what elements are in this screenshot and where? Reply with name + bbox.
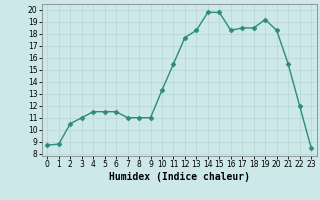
X-axis label: Humidex (Indice chaleur): Humidex (Indice chaleur) xyxy=(109,172,250,182)
